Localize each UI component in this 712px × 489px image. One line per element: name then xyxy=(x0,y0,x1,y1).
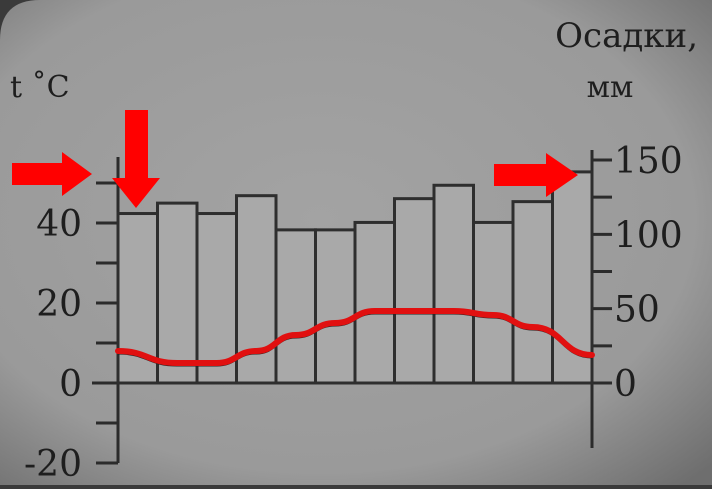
right-axis-label-line2: мм xyxy=(587,70,634,105)
left-axis-tick-label: 20 xyxy=(36,284,82,325)
arrow-down-icon xyxy=(112,110,160,208)
left-axis-tick-label: 0 xyxy=(59,364,82,405)
precipitation-bar xyxy=(314,228,357,385)
precipitation-bar xyxy=(511,200,554,385)
precipitation-bar xyxy=(274,228,317,385)
left-axis-label: t ˚C xyxy=(10,70,70,105)
right-axis-tick-label: 50 xyxy=(614,290,660,331)
arrow-right-icon xyxy=(12,152,92,196)
right-axis-label-line1: Осадки, xyxy=(555,16,698,56)
arrow-right-icon xyxy=(494,153,578,197)
precipitation-bar xyxy=(195,212,238,385)
left-axis-tick-label: -20 xyxy=(24,444,82,485)
right-axis-tick-label: 150 xyxy=(614,141,683,182)
precipitation-bar xyxy=(472,220,515,385)
precipitation-bar xyxy=(432,183,475,385)
right-axis-tick-label: 100 xyxy=(614,215,683,256)
precipitation-bar xyxy=(393,197,436,385)
precipitation-bar xyxy=(156,201,199,385)
left-axis-tick-label: 40 xyxy=(36,204,82,245)
right-axis-tick-label: 0 xyxy=(614,364,637,405)
temperature-line xyxy=(115,308,595,367)
precipitation-bar xyxy=(353,220,396,385)
